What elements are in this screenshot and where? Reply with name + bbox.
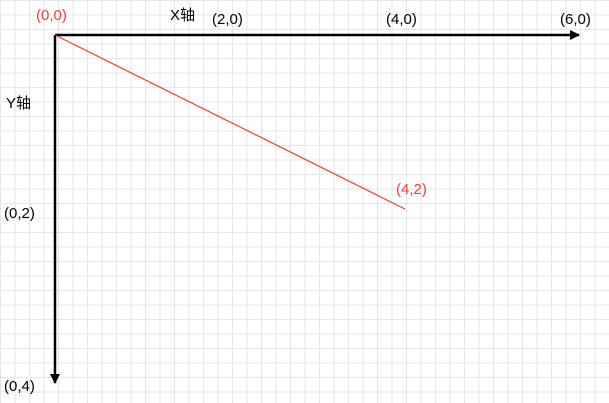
y-tick-label: (0,2): [4, 205, 35, 222]
x-tick-label: (6,0): [560, 11, 591, 28]
x-tick-label: (2,0): [212, 11, 243, 28]
y-axis-label: Y轴: [6, 95, 31, 112]
x-axis-label: X轴: [170, 7, 195, 24]
line-segment: [54, 34, 406, 210]
origin-label: (0,0): [36, 7, 67, 24]
endpoint-label: (4,2): [396, 181, 427, 198]
y-tick-label: (0,4): [4, 378, 35, 395]
x-tick-label: (4,0): [386, 11, 417, 28]
